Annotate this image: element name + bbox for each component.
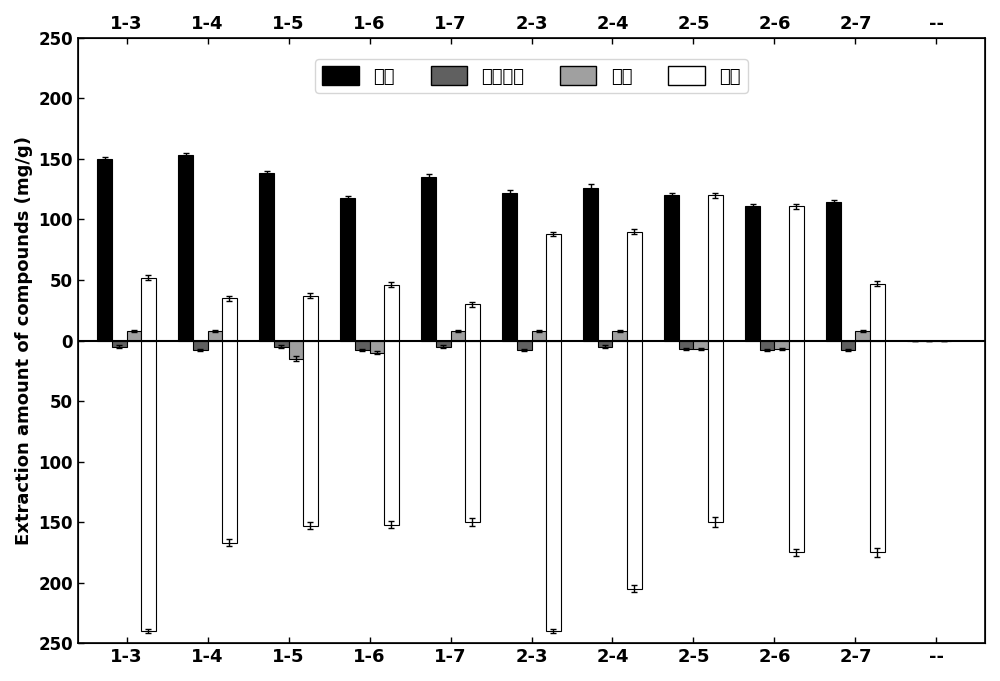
Bar xyxy=(274,340,289,347)
Bar xyxy=(855,331,870,340)
Bar xyxy=(774,340,789,349)
Bar xyxy=(289,340,303,359)
Bar xyxy=(598,340,612,347)
Bar xyxy=(112,340,127,347)
Bar xyxy=(502,193,517,340)
Bar xyxy=(870,283,885,340)
Bar xyxy=(370,340,384,353)
Bar xyxy=(193,340,208,350)
Bar xyxy=(141,340,156,631)
Bar xyxy=(826,202,841,340)
Bar xyxy=(465,304,480,340)
Bar xyxy=(465,340,480,522)
Bar xyxy=(708,340,723,522)
Bar xyxy=(693,340,708,349)
Bar xyxy=(789,340,804,552)
Bar xyxy=(612,331,627,340)
Bar xyxy=(259,174,274,340)
Bar xyxy=(679,340,693,349)
Bar xyxy=(127,331,141,340)
Bar xyxy=(546,234,561,340)
Bar xyxy=(789,206,804,340)
Bar xyxy=(627,232,642,340)
Bar xyxy=(708,195,723,340)
Bar xyxy=(841,340,855,350)
Y-axis label: Extraction amount of compounds (mg/g): Extraction amount of compounds (mg/g) xyxy=(15,136,33,545)
Bar xyxy=(384,340,399,524)
Bar xyxy=(303,296,318,340)
Bar xyxy=(208,331,222,340)
Bar xyxy=(627,340,642,588)
Bar xyxy=(451,331,465,340)
Bar xyxy=(532,331,546,340)
Bar xyxy=(870,340,885,552)
Bar xyxy=(97,159,112,340)
Legend: 酟酸, 原花青素, 黄酮, 内酯: 酟酸, 原花青素, 黄酮, 内酯 xyxy=(315,59,748,93)
Bar xyxy=(222,340,237,543)
Bar xyxy=(222,298,237,340)
Bar xyxy=(517,340,532,350)
Bar xyxy=(421,177,436,340)
Bar xyxy=(384,285,399,340)
Bar xyxy=(178,155,193,340)
Bar xyxy=(546,340,561,631)
Bar xyxy=(303,340,318,526)
Bar xyxy=(141,278,156,340)
Bar xyxy=(340,197,355,340)
Bar xyxy=(355,340,370,350)
Bar xyxy=(664,195,679,340)
Bar xyxy=(745,206,760,340)
Bar xyxy=(583,188,598,340)
Bar xyxy=(436,340,451,347)
Bar xyxy=(760,340,774,350)
